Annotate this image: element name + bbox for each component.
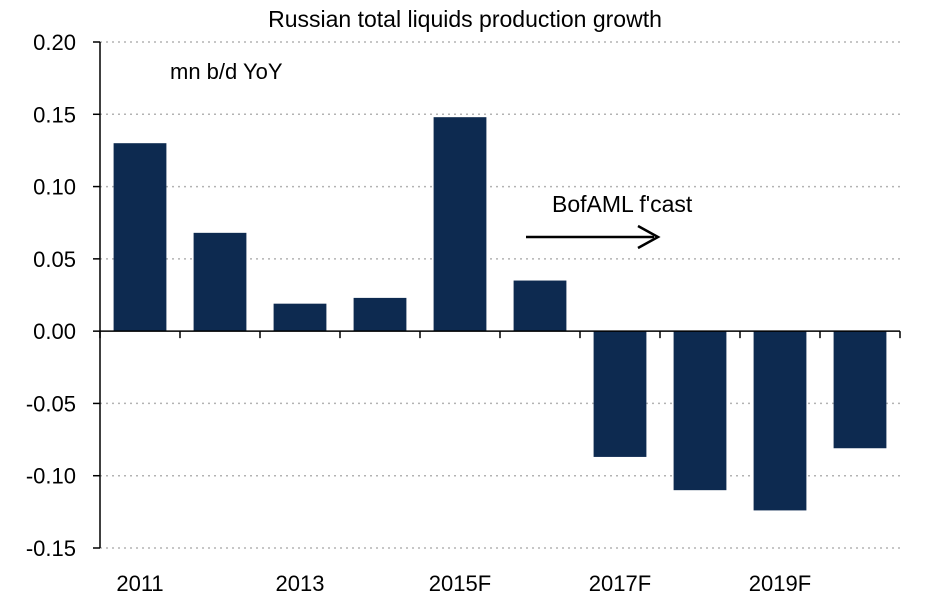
x-tick-label: 2013 (276, 571, 325, 596)
x-axis: 2011 2013 2015F 2017F 2019F (99, 330, 901, 596)
bar-2012 (193, 232, 247, 332)
forecast-arrow (526, 224, 661, 250)
x-tick-label: 2019F (749, 571, 811, 596)
y-axis: 0.20 0.15 0.10 0.05 0.00 -0.05 -0.10 -0.15 (26, 30, 101, 561)
chart-title: Russian total liquids production growth (268, 6, 662, 32)
x-tick-label: 2015F (429, 571, 491, 596)
forecast-arrow-head (637, 224, 661, 250)
y-tick-label: -0.10 (26, 464, 76, 489)
y-tick-label: 0.05 (33, 247, 76, 272)
bars (113, 117, 887, 511)
unit-label: mn b/d YoY (170, 59, 283, 84)
y-tick-label: -0.05 (26, 391, 76, 416)
bar-2016F (513, 280, 567, 332)
y-tick-label: 0.20 (33, 30, 76, 55)
bar-2015F (433, 117, 487, 332)
bar-2017F (593, 331, 647, 457)
x-tick-label: 2011 (116, 571, 163, 596)
forecast-annotation: BofAML f'cast (552, 191, 693, 217)
bar-2019F (753, 331, 807, 511)
x-tick-label: 2017F (589, 571, 651, 596)
bar-2011 (113, 143, 167, 332)
y-tick-label: 0.15 (33, 102, 76, 127)
bar-2014 (353, 297, 407, 332)
bar-2018F (673, 331, 727, 491)
y-tick-label: 0.10 (33, 175, 76, 200)
bar-2013 (273, 303, 327, 332)
y-tick-label: 0.00 (33, 319, 76, 344)
y-tick-label: -0.15 (26, 536, 76, 561)
bar-2020F (833, 331, 887, 449)
